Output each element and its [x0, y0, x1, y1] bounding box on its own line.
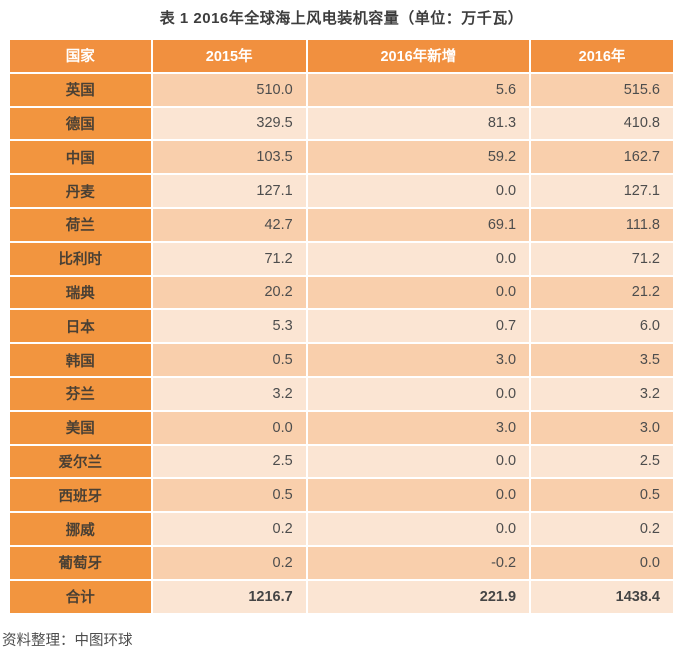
table-row: 爱尔兰 2.5 0.0 2.5 [10, 445, 673, 478]
value-2015: 510.0 [152, 73, 306, 106]
value-2016: 21.2 [531, 276, 673, 309]
country-label: 日本 [10, 310, 151, 343]
value-2015: 329.5 [152, 107, 306, 140]
table-row: 西班牙 0.5 0.0 0.5 [10, 479, 673, 512]
value-2016-added: -0.2 [307, 546, 530, 579]
table-row: 挪威 0.2 0.0 0.2 [10, 513, 673, 545]
value-2015: 103.5 [152, 141, 306, 174]
table-row: 美国 0.0 3.0 3.0 [10, 411, 673, 444]
table-row: 德国 329.5 81.3 410.8 [10, 107, 673, 140]
value-2016: 3.2 [531, 377, 673, 410]
value-2016-added: 0.0 [307, 479, 530, 512]
value-2016-added: 0.0 [307, 377, 530, 410]
value-2016: 515.6 [531, 73, 673, 106]
header-2016: 2016年 [531, 40, 673, 72]
value-2015: 5.3 [152, 310, 306, 343]
value-2015: 3.2 [152, 377, 306, 410]
value-2015: 0.0 [152, 411, 306, 444]
value-2016-added: 3.0 [307, 411, 530, 444]
value-2015: 0.5 [152, 479, 306, 512]
page-title: 表 1 2016年全球海上风电装机容量（单位：万千瓦） [159, 10, 524, 27]
table-row: 荷兰 42.7 69.1 111.8 [10, 208, 673, 241]
header-country: 国家 [10, 40, 151, 72]
value-2016-added: 0.0 [307, 445, 530, 478]
country-label: 芬兰 [10, 377, 151, 410]
table-row: 芬兰 3.2 0.0 3.2 [10, 377, 673, 410]
country-label: 丹麦 [10, 175, 151, 207]
value-2016-added: 0.0 [307, 242, 530, 275]
value-2016-added: 0.0 [307, 175, 530, 207]
total-2015: 1216.7 [152, 580, 306, 613]
header-2015: 2015年 [152, 40, 306, 72]
value-2016: 0.0 [531, 546, 673, 579]
table-row: 中国 103.5 59.2 162.7 [10, 141, 673, 174]
value-2016: 0.2 [531, 513, 673, 545]
table-row: 比利时 71.2 0.0 71.2 [10, 242, 673, 275]
value-2015: 127.1 [152, 175, 306, 207]
capacity-table: 国家 2015年 2016年新增 2016年 英国 510.0 5.6 515.… [8, 38, 675, 615]
header-2016-added: 2016年新增 [307, 40, 530, 72]
value-2016-added: 81.3 [307, 107, 530, 140]
table-row: 英国 510.0 5.6 515.6 [10, 73, 673, 106]
country-label: 荷兰 [10, 208, 151, 241]
value-2015: 42.7 [152, 208, 306, 241]
value-2016: 6.0 [531, 310, 673, 343]
table-row: 瑞典 20.2 0.0 21.2 [10, 276, 673, 309]
country-label: 中国 [10, 141, 151, 174]
table-row: 日本 5.3 0.7 6.0 [10, 310, 673, 343]
value-2016-added: 0.0 [307, 513, 530, 545]
value-2015: 0.5 [152, 344, 306, 376]
country-label: 英国 [10, 73, 151, 106]
value-2016: 3.5 [531, 344, 673, 376]
table-row: 葡萄牙 0.2 -0.2 0.0 [10, 546, 673, 579]
country-label: 美国 [10, 411, 151, 444]
table-footer: 合计 1216.7 221.9 1438.4 [10, 580, 673, 613]
total-2016: 1438.4 [531, 580, 673, 613]
value-2015: 0.2 [152, 513, 306, 545]
value-2016: 0.5 [531, 479, 673, 512]
value-2016-added: 0.0 [307, 276, 530, 309]
header-row: 国家 2015年 2016年新增 2016年 [10, 40, 673, 72]
country-label: 葡萄牙 [10, 546, 151, 579]
total-label: 合计 [10, 580, 151, 613]
country-label: 挪威 [10, 513, 151, 545]
table-header: 国家 2015年 2016年新增 2016年 [10, 40, 673, 72]
country-label: 西班牙 [10, 479, 151, 512]
table-row: 韩国 0.5 3.0 3.5 [10, 344, 673, 376]
value-2016: 71.2 [531, 242, 673, 275]
value-2016: 3.0 [531, 411, 673, 444]
value-2015: 71.2 [152, 242, 306, 275]
value-2016: 410.8 [531, 107, 673, 140]
country-label: 比利时 [10, 242, 151, 275]
value-2015: 0.2 [152, 546, 306, 579]
value-2016: 111.8 [531, 208, 673, 241]
value-2016: 162.7 [531, 141, 673, 174]
value-2016-added: 59.2 [307, 141, 530, 174]
country-label: 韩国 [10, 344, 151, 376]
value-2016-added: 0.7 [307, 310, 530, 343]
value-2016: 2.5 [531, 445, 673, 478]
total-row: 合计 1216.7 221.9 1438.4 [10, 580, 673, 613]
country-label: 德国 [10, 107, 151, 140]
country-label: 瑞典 [10, 276, 151, 309]
value-2016-added: 69.1 [307, 208, 530, 241]
total-2016-added: 221.9 [307, 580, 530, 613]
country-label: 爱尔兰 [10, 445, 151, 478]
value-2015: 20.2 [152, 276, 306, 309]
table-body: 英国 510.0 5.6 515.6 德国 329.5 81.3 410.8 中… [10, 73, 673, 579]
source-note: 资料整理：中图环球 [2, 632, 133, 649]
value-2016: 127.1 [531, 175, 673, 207]
value-2016-added: 3.0 [307, 344, 530, 376]
value-2016-added: 5.6 [307, 73, 530, 106]
table-row: 丹麦 127.1 0.0 127.1 [10, 175, 673, 207]
value-2015: 2.5 [152, 445, 306, 478]
